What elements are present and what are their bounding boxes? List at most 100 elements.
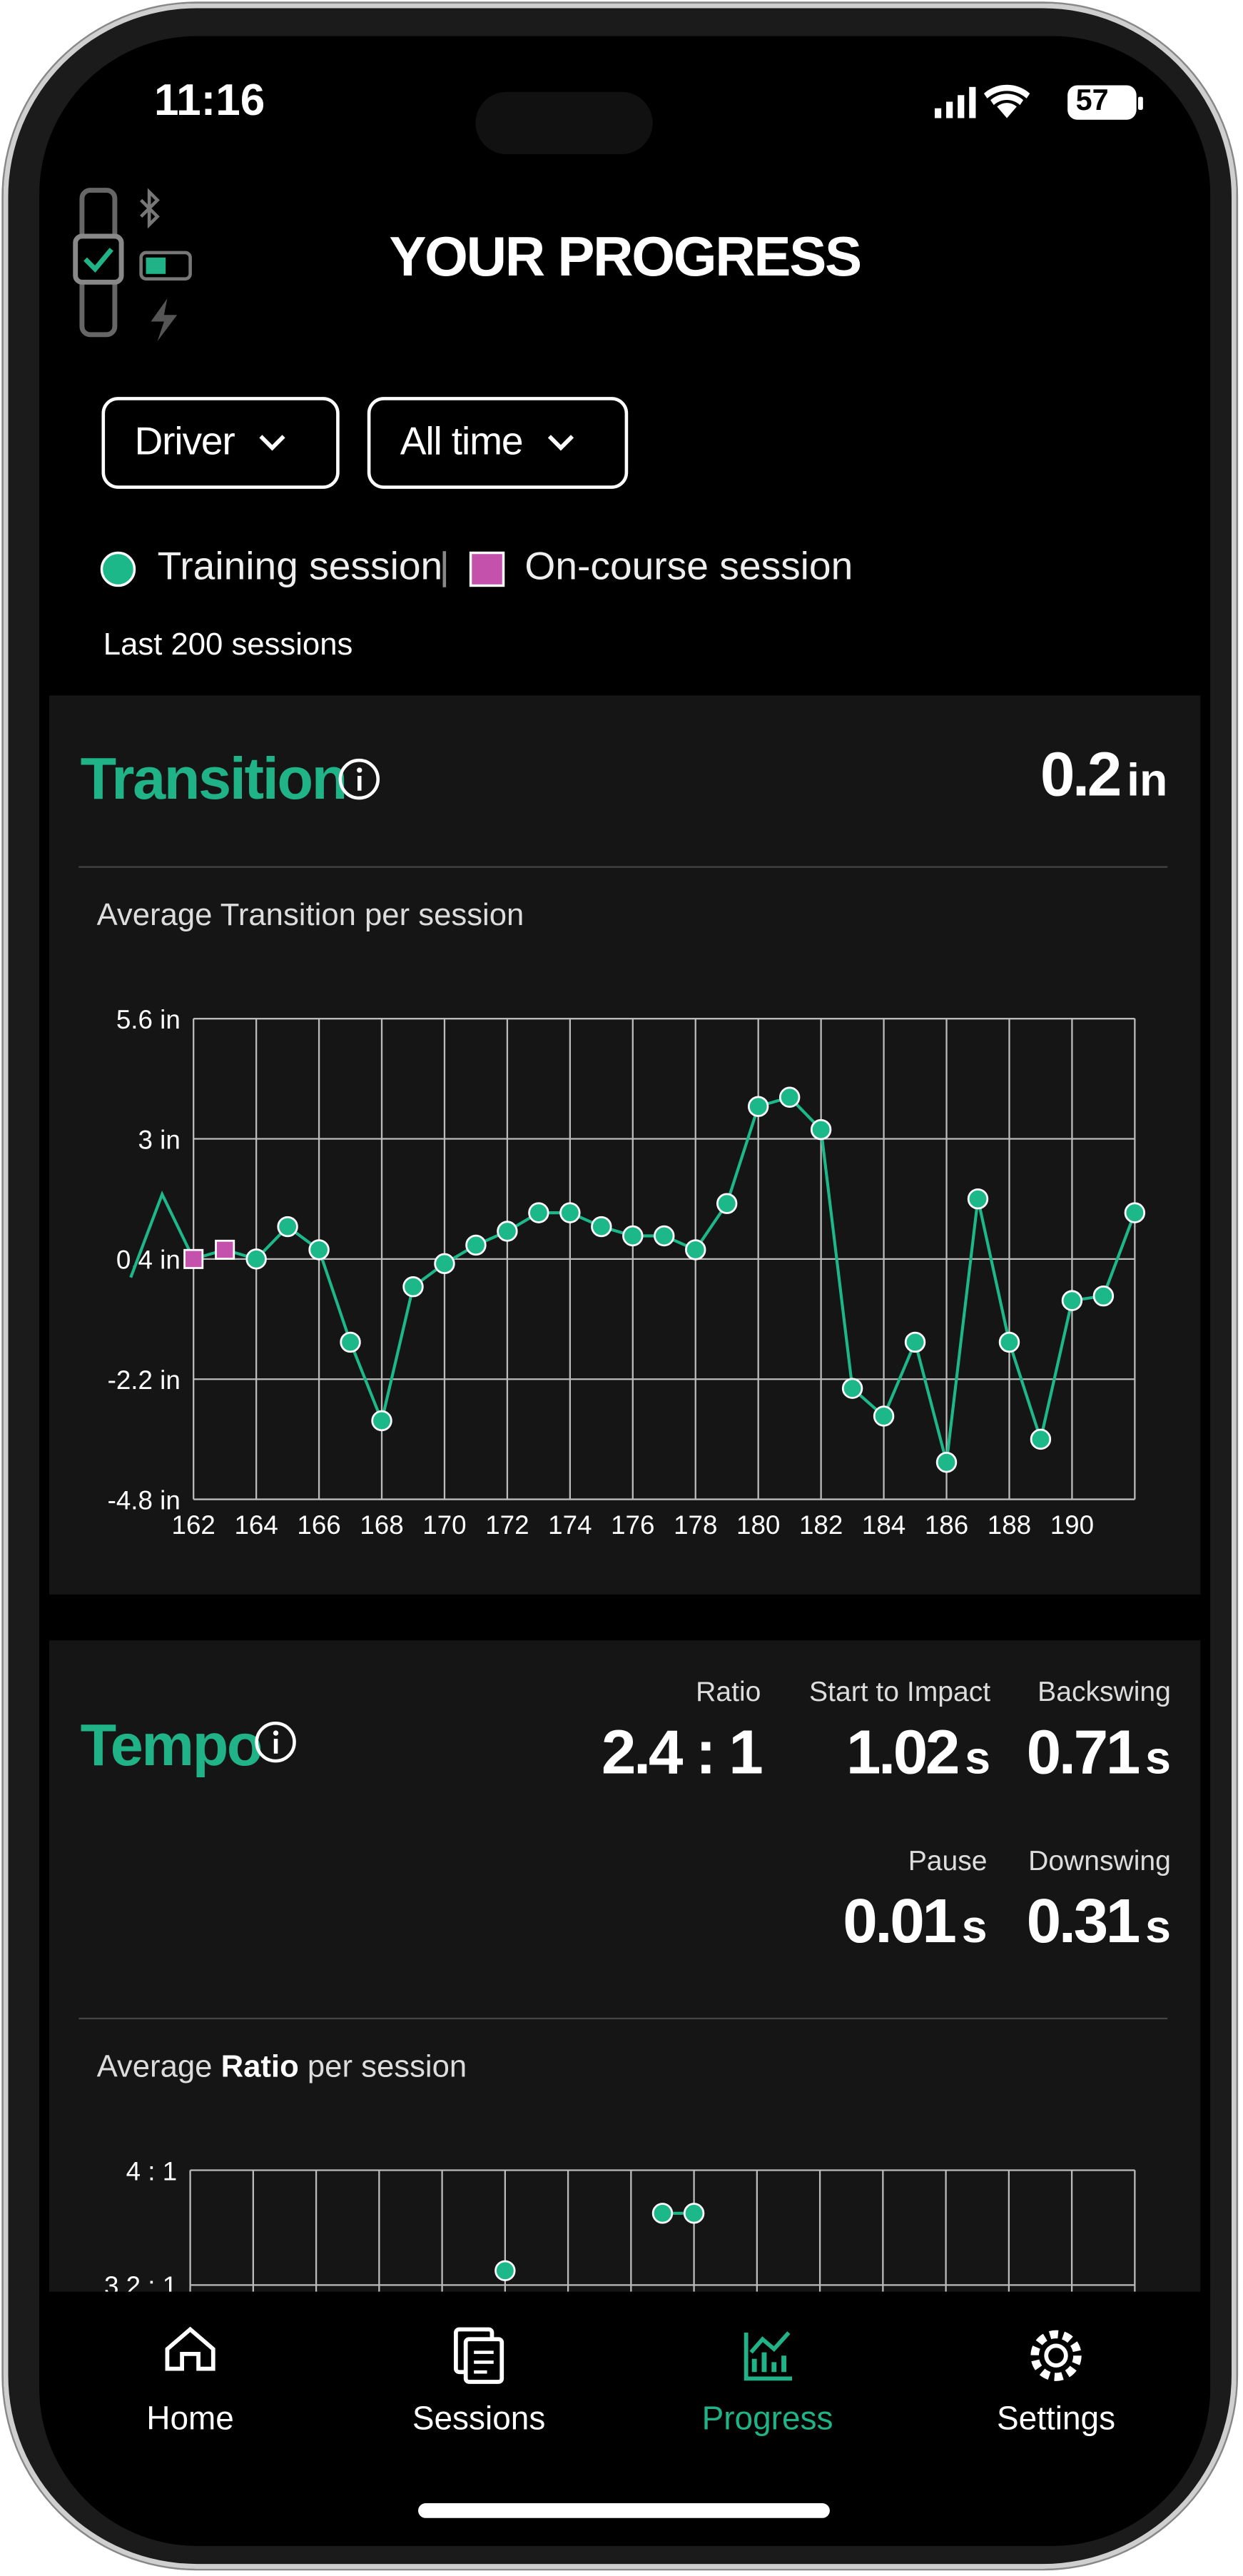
tab-label[interactable]: Progress bbox=[701, 2401, 833, 2438]
data-point bbox=[1124, 1202, 1146, 1223]
x-tick-label: 178 bbox=[674, 1510, 717, 1540]
x-tick-label: 170 bbox=[422, 1510, 466, 1540]
x-tick-label: 174 bbox=[548, 1510, 592, 1540]
data-point bbox=[497, 1221, 518, 1242]
data-point bbox=[402, 1276, 424, 1298]
x-tick-label: 162 bbox=[172, 1510, 215, 1540]
transition-title: Transition bbox=[80, 744, 348, 812]
metric-label: Ratio bbox=[696, 1676, 761, 1708]
transition-summary: 0.2 in bbox=[1040, 742, 1168, 812]
legend-square bbox=[469, 551, 505, 587]
x-tick-label: 166 bbox=[297, 1510, 340, 1540]
y-tick-label: -4.8 in bbox=[108, 1485, 181, 1515]
metric: 0.01 s bbox=[843, 1888, 987, 1959]
legend-on-course: On-course session bbox=[524, 545, 853, 590]
data-point bbox=[747, 1096, 769, 1117]
data-point bbox=[1030, 1428, 1052, 1450]
data-point bbox=[465, 1234, 487, 1256]
metric-value: 2.4 : 1 bbox=[601, 1719, 763, 1789]
tab-label[interactable]: Settings bbox=[996, 2401, 1116, 2438]
metric-unit: s bbox=[1145, 1901, 1171, 1952]
legend-training: Training session bbox=[157, 545, 443, 590]
data-point bbox=[622, 1225, 644, 1247]
chart-subtitle: Average Ratio per session bbox=[97, 2051, 467, 2087]
tab-label[interactable]: Home bbox=[146, 2401, 234, 2438]
legend-separator bbox=[442, 551, 447, 587]
data-point bbox=[559, 1202, 581, 1223]
x-tick-label: 182 bbox=[799, 1510, 843, 1540]
tempo-title: Tempo bbox=[80, 1711, 263, 1779]
data-point bbox=[245, 1248, 267, 1270]
club-filter[interactable]: Driver bbox=[101, 397, 340, 489]
phone-frame: 11:16 57 YOUR PROGRESS Driver All time T… bbox=[3, 3, 1237, 2569]
data-point bbox=[494, 2260, 516, 2281]
y-tick-label: 5.6 in bbox=[116, 1005, 181, 1034]
divider bbox=[78, 866, 1168, 868]
metric-unit: s bbox=[965, 1732, 991, 1784]
metric-unit: s bbox=[961, 1901, 988, 1952]
metric-label: Pause bbox=[908, 1845, 988, 1877]
x-tick-label: 176 bbox=[611, 1510, 654, 1540]
data-point bbox=[528, 1202, 549, 1223]
info-icon[interactable] bbox=[336, 756, 382, 802]
data-point bbox=[340, 1331, 361, 1353]
battery-level: 57 bbox=[1075, 84, 1109, 117]
session-scope: Last 200 sessions bbox=[103, 628, 353, 663]
data-point bbox=[1092, 1285, 1115, 1307]
info-icon[interactable] bbox=[253, 1719, 298, 1765]
data-point bbox=[651, 2203, 674, 2224]
y-tick-label: 4 : 1 bbox=[126, 2156, 178, 2186]
metric: 1.02 s bbox=[846, 1719, 990, 1790]
metric-value: 1.02 bbox=[846, 1719, 960, 1789]
divider bbox=[78, 2017, 1168, 2020]
y-tick-label: 0.4 in bbox=[116, 1246, 181, 1275]
legend-circle bbox=[100, 551, 136, 587]
x-tick-label: 164 bbox=[234, 1510, 278, 1540]
chart-subtitle: Average Transition per session bbox=[96, 899, 524, 934]
data-point bbox=[967, 1188, 989, 1210]
y-tick-label: 3 in bbox=[138, 1125, 181, 1154]
charts: 162 164 166 168 170 172 174 176 178 180 182 184 186 1… bbox=[104, 1005, 1146, 2400]
data-point bbox=[371, 1410, 392, 1432]
chevron bbox=[547, 435, 574, 451]
data-point bbox=[935, 1452, 958, 1473]
x-tick-label: 190 bbox=[1050, 1510, 1094, 1540]
subtitle-part: per session bbox=[298, 2050, 467, 2086]
metric-label: Backswing bbox=[1037, 1676, 1171, 1708]
data-point bbox=[716, 1193, 738, 1214]
home-indicator bbox=[418, 2503, 830, 2518]
device-status-icon[interactable] bbox=[69, 183, 210, 344]
status-icons bbox=[934, 84, 1143, 120]
filter-label: All time bbox=[400, 420, 524, 465]
data-point bbox=[873, 1405, 895, 1427]
transition-unit: in bbox=[1127, 754, 1168, 806]
subtitle-part: Average bbox=[96, 2050, 221, 2086]
x-tick-label: 180 bbox=[736, 1510, 780, 1540]
data-point bbox=[1061, 1290, 1083, 1311]
data-point bbox=[277, 1216, 298, 1238]
metric: 0.31 s bbox=[1027, 1888, 1171, 1959]
metric: 2.4 : 1 bbox=[601, 1719, 763, 1790]
data-point bbox=[591, 1216, 612, 1238]
filter-label: Driver bbox=[134, 420, 235, 465]
status-time: 11:16 bbox=[154, 75, 265, 125]
tab-label[interactable]: Sessions bbox=[412, 2401, 546, 2438]
data-point bbox=[308, 1239, 330, 1261]
time-filter[interactable]: All time bbox=[367, 397, 629, 489]
metric-value: 0.01 bbox=[843, 1888, 957, 1957]
page-title: YOUR PROGRESS bbox=[389, 226, 862, 289]
data-point bbox=[683, 2203, 705, 2224]
metric-label: Start to Impact bbox=[809, 1676, 991, 1708]
x-tick-label: 168 bbox=[360, 1510, 403, 1540]
transition-value: 0.2 bbox=[1040, 741, 1122, 811]
chevron bbox=[259, 435, 285, 451]
data-point bbox=[998, 1331, 1020, 1353]
metric: 0.71 s bbox=[1027, 1719, 1171, 1790]
subtitle-emphasis: Ratio bbox=[220, 2050, 299, 2086]
y-tick-label: -2.2 in bbox=[108, 1365, 181, 1395]
x-tick-label: 188 bbox=[988, 1510, 1031, 1540]
metric-value: 0.71 bbox=[1026, 1719, 1141, 1789]
tab-icons bbox=[165, 2326, 1082, 2384]
data-point-on-course bbox=[183, 1248, 204, 1269]
